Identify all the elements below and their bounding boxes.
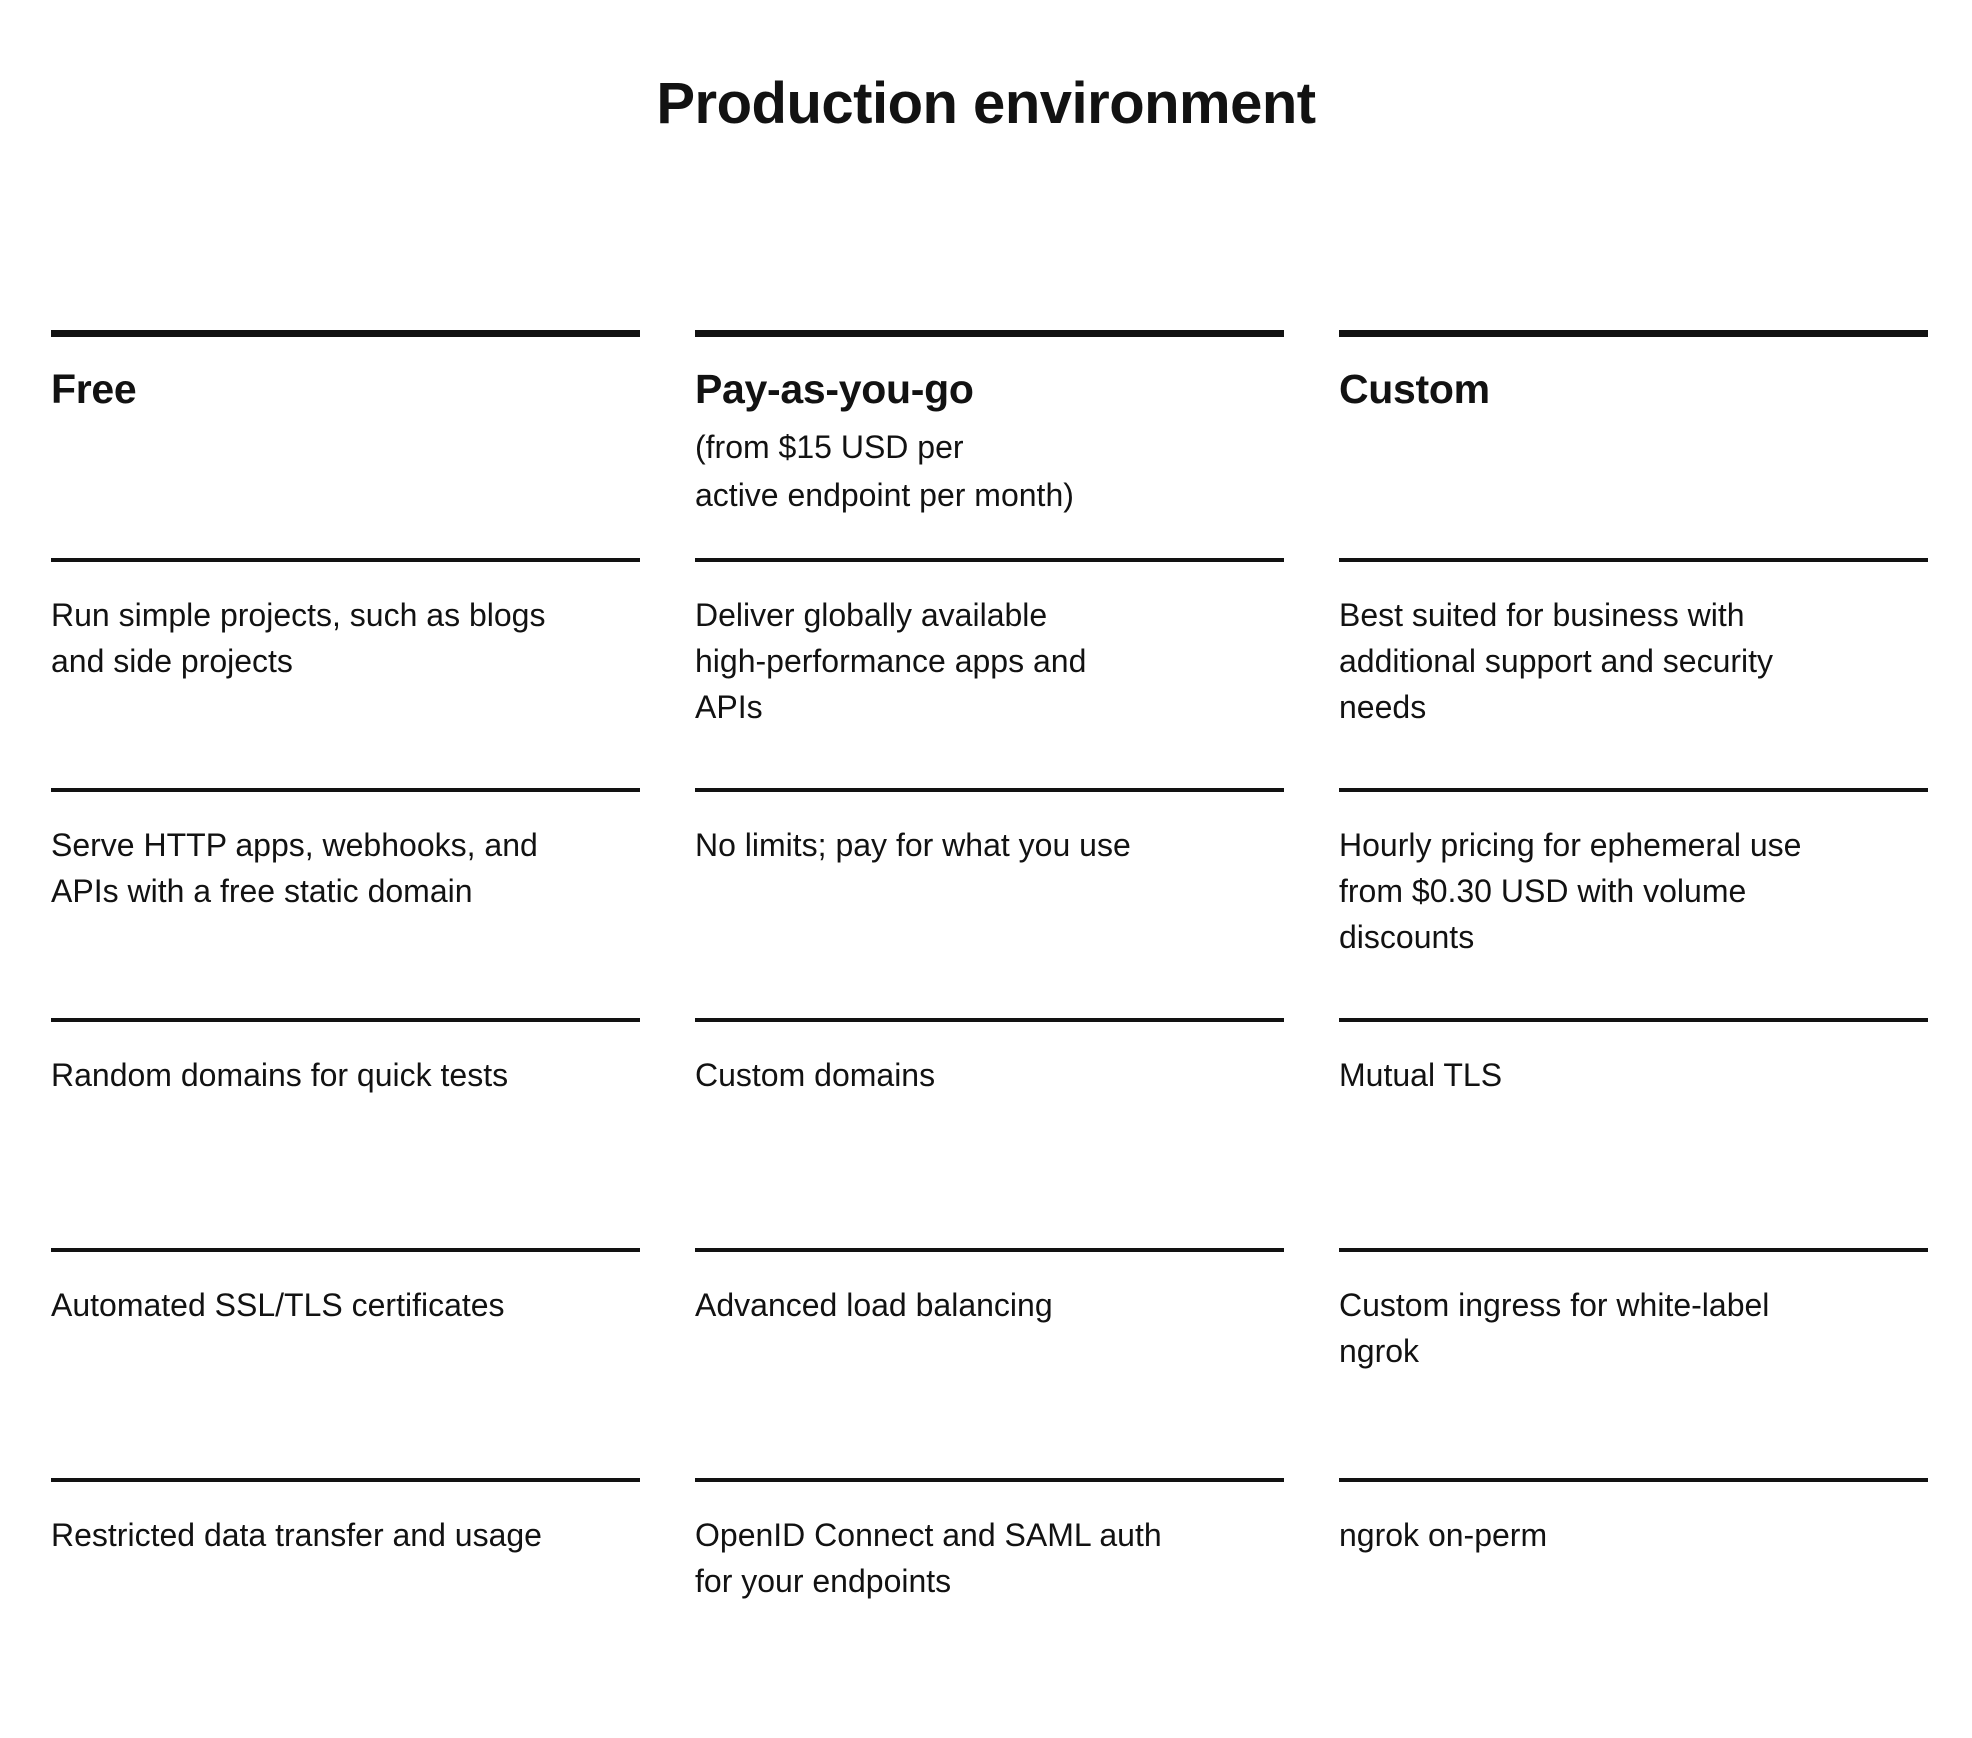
feature-cell-custom-5: ngrok on-perm	[1339, 1478, 1928, 1708]
feature-cell-pay-as-you-go-5: OpenID Connect and SAML auth for your en…	[695, 1478, 1284, 1708]
feature-cell-free-3: Random domains for quick tests	[51, 1018, 640, 1248]
feature-cell-pay-as-you-go-3: Custom domains	[695, 1018, 1284, 1248]
feature-cell-custom-3: Mutual TLS	[1339, 1018, 1928, 1248]
feature-cell-pay-as-you-go-1: Deliver globally available high-performa…	[695, 558, 1284, 788]
plan-name-free: Free	[51, 366, 137, 412]
pricing-table: Free Pay-as-you-go (from $15 USD per act…	[51, 330, 1928, 1708]
page-title: Production environment	[656, 71, 1316, 136]
plan-name-pay-as-you-go: Pay-as-you-go	[695, 366, 974, 412]
feature-cell-free-1: Run simple projects, such as blogs and s…	[51, 558, 640, 788]
plan-header-custom: Custom	[1339, 330, 1928, 558]
plan-price-note: (from $15 USD per active endpoint per mo…	[695, 429, 1074, 513]
plan-header-pay-as-you-go: Pay-as-you-go (from $15 USD per active e…	[695, 330, 1284, 558]
feature-cell-free-4: Automated SSL/TLS certificates	[51, 1248, 640, 1478]
feature-cell-pay-as-you-go-2: No limits; pay for what you use	[695, 788, 1284, 1018]
plan-name-custom: Custom	[1339, 366, 1490, 412]
feature-cell-custom-1: Best suited for business with additional…	[1339, 558, 1928, 788]
feature-cell-pay-as-you-go-4: Advanced load balancing	[695, 1248, 1284, 1478]
plan-header-free: Free	[51, 330, 640, 558]
feature-cell-free-5: Restricted data transfer and usage	[51, 1478, 640, 1708]
feature-cell-custom-2: Hourly pricing for ephemeral use from $0…	[1339, 788, 1928, 1018]
feature-cell-free-2: Serve HTTP apps, webhooks, and APIs with…	[51, 788, 640, 1018]
feature-cell-custom-4: Custom ingress for white-label ngrok	[1339, 1248, 1928, 1478]
